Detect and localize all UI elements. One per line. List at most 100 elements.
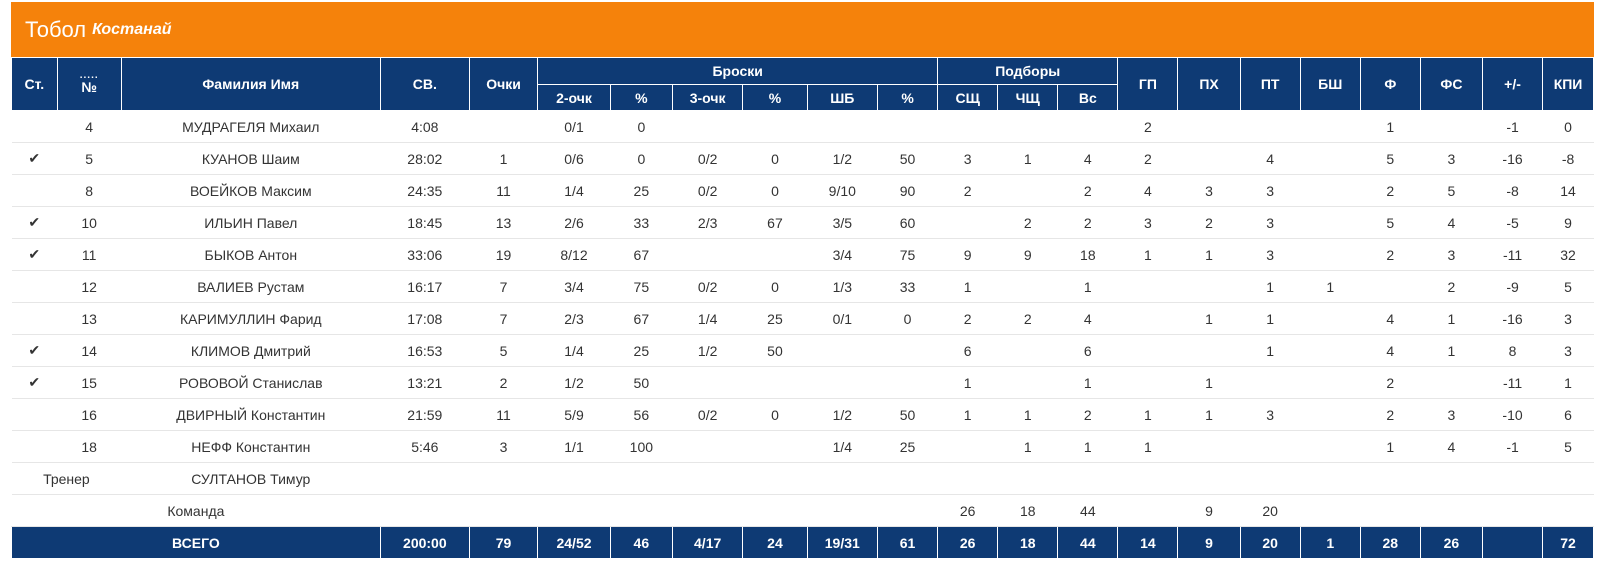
player-two-pt: 5/9 <box>537 398 611 431</box>
player-fouls <box>1360 270 1421 303</box>
player-fouls-drawn <box>1420 366 1483 399</box>
player-name-link[interactable]: МУДРАГЕЛЯ Михаил <box>121 110 381 143</box>
player-reb-off: 1 <box>997 398 1058 431</box>
col-three-pct: % <box>742 84 808 111</box>
player-blocks <box>1300 174 1361 207</box>
col-group-shots: Броски <box>537 57 939 85</box>
player-plus-minus: -1 <box>1482 430 1543 463</box>
starter-cell <box>11 174 58 207</box>
player-blocks <box>1300 366 1361 399</box>
player-number: 8 <box>57 174 122 207</box>
player-three-pct: 67 <box>742 206 808 239</box>
col-starter: Ст. <box>11 57 58 111</box>
player-name-link[interactable]: ВАЛИЕВ Рустам <box>121 270 381 303</box>
player-name-link[interactable]: БЫКОВ Антон <box>121 238 381 271</box>
player-points: 2 <box>469 366 538 399</box>
player-fouls: 2 <box>1360 238 1421 271</box>
player-efficiency: 14 <box>1542 174 1594 207</box>
player-number: 10 <box>57 206 122 239</box>
player-minutes: 21:59 <box>380 398 470 431</box>
player-blocks <box>1300 142 1361 175</box>
player-ft: 1/4 <box>807 430 878 463</box>
player-two-pct: 0 <box>610 110 673 143</box>
player-name-link[interactable]: ВОЕЙКОВ Максим <box>121 174 381 207</box>
totals-points: 79 <box>468 526 539 558</box>
col-fouls: Ф <box>1359 57 1421 111</box>
player-two-pt: 2/6 <box>537 206 611 239</box>
player-plus-minus: -5 <box>1482 206 1543 239</box>
player-fouls-drawn <box>1420 110 1483 143</box>
player-fouls: 2 <box>1360 366 1421 399</box>
player-two-pct: 25 <box>610 334 673 367</box>
player-row: 13 КАРИМУЛЛИН Фарид 17:08 7 2/3 67 1/4 25 0/1 0 2 2… <box>11 302 1594 335</box>
player-reb-off <box>997 110 1058 143</box>
player-name-link[interactable]: КАРИМУЛЛИН Фарид <box>121 302 381 335</box>
player-minutes: 5:46 <box>380 430 470 463</box>
player-two-pt: 1/4 <box>537 334 611 367</box>
player-ft <box>807 366 878 399</box>
player-blocks <box>1300 110 1361 143</box>
player-efficiency: 5 <box>1542 270 1594 303</box>
player-two-pt: 0/6 <box>537 142 611 175</box>
team-stats-row: Команда 26 18 44 9 20 <box>11 494 1594 527</box>
player-efficiency: 3 <box>1542 334 1594 367</box>
starter-check-icon: ✔ <box>11 142 58 175</box>
player-number: 16 <box>57 398 122 431</box>
coach-label: Тренер <box>11 462 122 495</box>
player-ft-pct: 75 <box>877 238 938 271</box>
player-minutes: 17:08 <box>380 302 470 335</box>
player-name-link[interactable]: ИЛЬИН Павел <box>121 206 381 239</box>
player-two-pt: 8/12 <box>537 238 611 271</box>
player-efficiency: 1 <box>1542 366 1594 399</box>
team-row-label: Команда <box>11 494 381 527</box>
col-name: Фамилия Имя <box>120 57 381 111</box>
col-group-rebounds: Подборы <box>937 57 1119 85</box>
player-name-link[interactable]: РОВОВОЙ Станислав <box>121 366 381 399</box>
player-ft <box>807 334 878 367</box>
player-name-link[interactable]: КУАНОВ Шаим <box>121 142 381 175</box>
player-ft: 3/4 <box>807 238 878 271</box>
player-name-link[interactable]: НЕФФ Константин <box>121 430 381 463</box>
totals-plus-minus <box>1481 526 1544 558</box>
player-turnovers <box>1240 366 1301 399</box>
player-assists: 3 <box>1117 206 1178 239</box>
player-plus-minus: -8 <box>1482 174 1543 207</box>
col-points: Очки <box>468 57 539 111</box>
totals-three-pct: 24 <box>742 526 808 558</box>
player-name-link[interactable]: КЛИМОВ Дмитрий <box>121 334 381 367</box>
player-blocks: 1 <box>1300 270 1361 303</box>
coach-row: Тренер СУЛТАНОВ Тимур <box>11 462 1594 495</box>
player-two-pct: 67 <box>610 302 673 335</box>
col-plus-minus: +/- <box>1481 57 1544 111</box>
player-two-pt: 2/3 <box>537 302 611 335</box>
player-points: 13 <box>469 206 538 239</box>
player-ft-pct: 50 <box>877 142 938 175</box>
player-two-pct: 56 <box>610 398 673 431</box>
player-reb-def: 2 <box>937 302 998 335</box>
player-two-pt: 1/4 <box>537 174 611 207</box>
player-reb-off <box>997 270 1058 303</box>
stats-table: Ст. ..... № Фамилия Имя СВ. Очки Броски П… <box>11 57 1594 558</box>
player-fouls: 1 <box>1360 430 1421 463</box>
player-efficiency: 6 <box>1542 398 1594 431</box>
player-name-link[interactable]: ДВИРНЫЙ Константин <box>121 398 381 431</box>
totals-reb-total: 44 <box>1057 526 1119 558</box>
player-fouls-drawn: 1 <box>1420 302 1483 335</box>
player-row: ✔ 14 КЛИМОВ Дмитрий 16:53 5 1/4 25 1/2 50 6 6 1 4 1 8 3 <box>11 334 1594 367</box>
player-reb-total: 2 <box>1057 398 1118 431</box>
player-steals: 2 <box>1177 206 1241 239</box>
starter-check-icon: ✔ <box>11 334 58 367</box>
player-row: ✔ 5 КУАНОВ Шаим 28:02 1 0/6 0 0/2 0 1/2 50 3 1 4 2 4 5 3-… <box>11 142 1594 175</box>
player-three-pt: 0/2 <box>672 174 743 207</box>
player-reb-off: 2 <box>997 302 1058 335</box>
starter-check-icon: ✔ <box>11 366 58 399</box>
col-fouls-drawn: ФС <box>1419 57 1484 111</box>
player-two-pt: 3/4 <box>537 270 611 303</box>
team-header: Тобол Костанай <box>11 2 1594 57</box>
coach-name-link[interactable]: СУЛТАНОВ Тимур <box>121 462 381 495</box>
player-fouls-drawn: 3 <box>1420 398 1483 431</box>
player-plus-minus: -9 <box>1482 270 1543 303</box>
player-efficiency: -8 <box>1542 142 1594 175</box>
player-ft-pct <box>877 110 938 143</box>
totals-ft-pct: 61 <box>877 526 939 558</box>
